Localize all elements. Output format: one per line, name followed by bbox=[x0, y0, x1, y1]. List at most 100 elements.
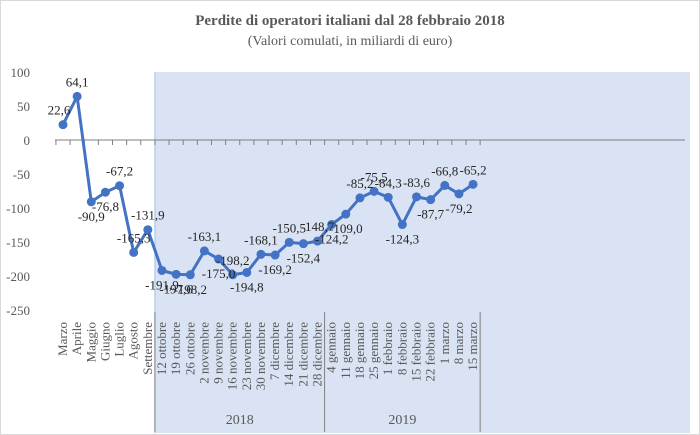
x-tick-label: 26 ottobre bbox=[182, 322, 197, 375]
data-point bbox=[100, 187, 110, 197]
data-label: -76,8 bbox=[92, 199, 119, 214]
data-point bbox=[129, 247, 139, 257]
y-tick-label: 100 bbox=[11, 65, 31, 80]
data-point bbox=[298, 239, 308, 249]
data-point bbox=[242, 267, 252, 277]
data-point bbox=[143, 225, 153, 235]
x-tick-label: 7 dicembre bbox=[267, 322, 282, 380]
data-label: -175,0 bbox=[202, 266, 236, 281]
data-label: -168,1 bbox=[244, 232, 278, 247]
data-label: -87,7 bbox=[417, 207, 445, 222]
data-label: -124,3 bbox=[386, 232, 420, 247]
y-tick-label: -100 bbox=[6, 201, 30, 216]
data-point bbox=[115, 181, 125, 191]
data-point bbox=[369, 186, 379, 196]
data-point bbox=[171, 269, 181, 279]
chart-subtitle: (Valori comulati, in miliardi di euro) bbox=[248, 34, 453, 49]
data-point bbox=[426, 195, 436, 205]
data-label: -83,6 bbox=[403, 175, 431, 190]
data-point bbox=[214, 254, 224, 264]
data-point bbox=[256, 249, 266, 259]
data-point bbox=[468, 179, 478, 189]
x-tick-label: 19 ottobre bbox=[168, 322, 183, 375]
x-tick-label: Settembre bbox=[140, 322, 155, 375]
x-tick-label: 25 gennaio bbox=[366, 322, 381, 379]
x-tick-label: 15 marzo bbox=[465, 322, 480, 371]
data-point bbox=[86, 197, 96, 207]
x-tick-label: 1 febbraio bbox=[380, 322, 395, 375]
data-label: -124,2 bbox=[315, 231, 349, 246]
data-point bbox=[157, 265, 167, 275]
y-tick-label: -200 bbox=[6, 269, 30, 284]
data-label: 22,6 bbox=[48, 103, 71, 118]
x-tick-label: Agosto bbox=[126, 322, 141, 360]
x-tick-label: 12 ottobre bbox=[154, 322, 169, 375]
x-tick-label: 8 febbraio bbox=[394, 322, 409, 375]
x-tick-label: 22 febbraio bbox=[423, 322, 438, 382]
data-point bbox=[412, 192, 421, 202]
x-tick-label: Marzo bbox=[55, 322, 70, 356]
data-point bbox=[72, 91, 82, 101]
data-point bbox=[199, 246, 209, 256]
group-label: 2018 bbox=[226, 413, 254, 428]
x-tick-label: 23 novembre bbox=[239, 322, 254, 390]
chart-title: Perdite di operatori italiani dal 28 feb… bbox=[195, 13, 505, 29]
series-line bbox=[61, 94, 474, 277]
x-tick-label: 18 gennaio bbox=[352, 322, 367, 379]
data-label: -198,2 bbox=[216, 253, 250, 268]
data-point bbox=[185, 270, 195, 280]
data-label: -90,9 bbox=[78, 209, 105, 224]
data-label: -198,2 bbox=[173, 282, 207, 297]
data-point bbox=[341, 209, 351, 219]
x-tick-label: 8 marzo bbox=[451, 322, 466, 364]
x-tick-label: Luglio bbox=[112, 322, 127, 357]
data-point bbox=[313, 236, 323, 246]
data-label: -84,3 bbox=[375, 175, 402, 190]
data-label: -197,6 bbox=[159, 281, 193, 296]
y-tick-label: -50 bbox=[13, 167, 30, 182]
data-point bbox=[58, 120, 68, 130]
x-tick-label: 15 febbraio bbox=[409, 322, 424, 382]
x-tick-label: 28 dicembre bbox=[310, 322, 325, 387]
x-tick-label: 30 novembre bbox=[253, 322, 268, 390]
x-tick-label: 1 marzo bbox=[437, 322, 452, 364]
data-point bbox=[454, 189, 464, 199]
y-tick-label: -250 bbox=[6, 303, 30, 318]
data-label: -65,2 bbox=[460, 162, 487, 177]
data-label: -148,7 bbox=[301, 219, 335, 234]
data-point bbox=[397, 220, 407, 230]
data-label: -150,5 bbox=[272, 220, 306, 235]
x-tick-label: 16 novembre bbox=[225, 322, 240, 390]
group-label: 2019 bbox=[388, 413, 416, 428]
data-point bbox=[327, 219, 337, 229]
data-label: -66,8 bbox=[431, 163, 458, 178]
data-label: 64,1 bbox=[66, 74, 89, 89]
data-point bbox=[440, 180, 450, 190]
y-tick-label: -150 bbox=[6, 235, 30, 250]
data-label: -194,8 bbox=[230, 279, 264, 294]
data-label: -79,2 bbox=[445, 201, 472, 216]
data-point bbox=[228, 270, 238, 280]
data-label: -191,9 bbox=[145, 277, 179, 292]
data-label: -109,0 bbox=[329, 221, 363, 236]
x-tick-label: 2 novembre bbox=[196, 322, 211, 384]
data-label: -131,9 bbox=[131, 208, 165, 223]
data-label: -152,4 bbox=[287, 251, 321, 266]
y-tick-label: 0 bbox=[24, 133, 31, 148]
data-label: -163,1 bbox=[188, 229, 222, 244]
x-tick-label: Maggio bbox=[83, 322, 98, 362]
x-tick-label: Giugno bbox=[97, 322, 112, 361]
data-point bbox=[383, 192, 393, 202]
data-label: -169,2 bbox=[258, 262, 292, 277]
x-tick-label: Aprile bbox=[69, 322, 84, 355]
x-tick-label: 4 gennaio bbox=[324, 322, 339, 373]
x-tick-label: 14 dicembre bbox=[281, 322, 296, 387]
x-tick-label: 21 dicembre bbox=[295, 322, 310, 387]
data-label: -85,2 bbox=[346, 176, 373, 191]
shaded-region bbox=[154, 72, 690, 433]
data-label: -75,5 bbox=[361, 169, 388, 184]
data-point bbox=[284, 237, 294, 247]
data-label: -165,3 bbox=[117, 230, 151, 245]
data-point bbox=[355, 193, 365, 203]
